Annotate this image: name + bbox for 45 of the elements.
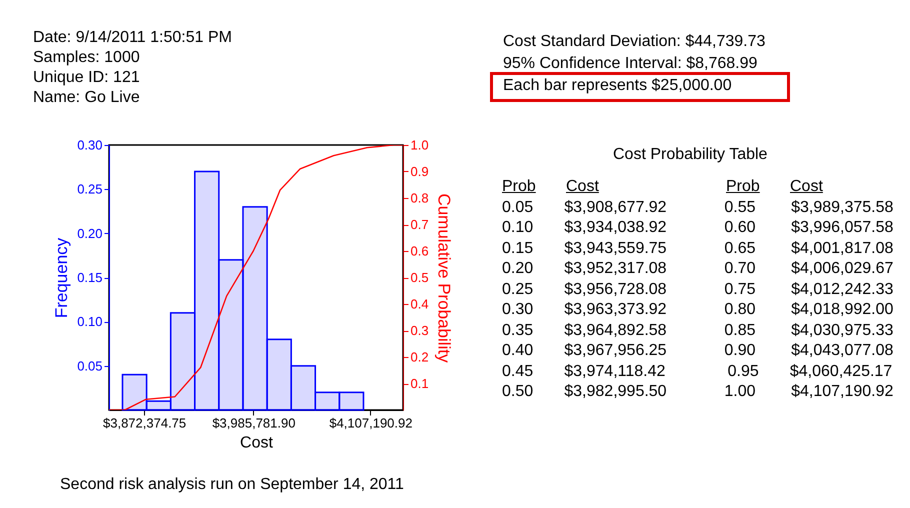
y-tick-label: 0.20 [77,226,102,241]
text: 0.35 $3,964,892.58 0.85 $4,030,975.33 [502,322,894,338]
x-tick-label: $3,985,781.90 [212,416,296,430]
y2-tick-label: 0.2 [410,350,429,364]
y-tick-label: 0.25 [77,182,102,197]
text: Cost [790,178,823,196]
text: 0.45 $3,974,118.42 0.95 $4,060,425.17 [502,362,892,380]
y2-tick-label: 0.9 [410,164,429,179]
text: 0.25 $3,956,728.08 0.75 $4,012,242.33 [502,280,894,298]
text: Cost Standard Deviation: $44,739.73 [503,32,766,52]
y2-tick-label: 0.7 [410,217,429,232]
y-tick-label: 0.30 [77,138,102,152]
text: Prob [726,178,760,196]
y-tick-label: 0.10 [77,314,102,330]
text: 0.15 $3,943,559.75 0.65 $4,001,817.08 [502,240,894,256]
y2-tick-label: 0.6 [410,244,429,258]
y2-tick-label: 0.5 [410,270,429,285]
text: Samples: 1000 [33,48,140,68]
text: Unique ID: 121 [33,68,140,88]
x-tick-label: $3,872,374.75 [102,416,186,430]
text: 0.10 $3,934,038.92 0.60 $3,996,057.58 [502,219,894,236]
text: 0.20 $3,952,317.08 0.70 $4,006,029.67 [502,260,894,277]
text: 0.40 $3,967,956.25 0.90 $4,043,077.08 [502,342,894,359]
text: 0.05 $3,908,677.92 0.55 $3,989,375.58 [502,198,894,216]
text: Prob [502,178,536,196]
y-tick-label: 0.15 [77,270,102,285]
text: Date: 9/14/2011 1:50:51 PM [33,28,232,48]
x-tick-label: $4,107,190.92 [329,416,412,430]
text: Second risk analysis run on September 14, 2011 [60,475,404,495]
x-axis-title: Cost [240,434,274,452]
y-axis-title: Frequency [52,237,72,318]
text: Cost Probability Table [613,145,768,165]
y2-tick-label: 0.8 [410,190,429,206]
y2-tick-label: 1.0 [410,138,429,152]
text: 0.50 $3,982,995.50 1.00 $4,107,190.92 [502,383,894,400]
text: 95% Confidence Interval: $8,768.99 [503,54,758,74]
text: 0.30 $3,963,373.92 0.80 $4,018,992.00 [502,301,894,318]
text: Cost [566,178,599,196]
y2-tick-label: 0.4 [410,296,429,312]
y-tick-label: 0.05 [77,358,102,374]
text: Name: Go Live [33,88,140,108]
y2-axis-title: Cumulative Probability [434,193,454,364]
text: Each bar represents $25,000.00 [503,76,732,96]
y2-tick-label: 0.1 [410,376,429,391]
y2-tick-label: 0.3 [410,323,429,338]
